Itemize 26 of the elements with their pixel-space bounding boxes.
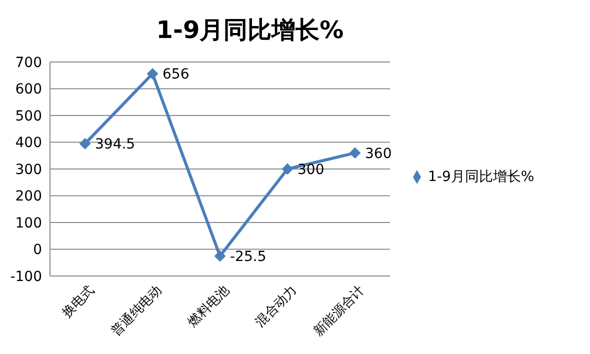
data-label: 300 bbox=[298, 162, 324, 178]
y-tick-label: -100 bbox=[10, 268, 42, 285]
y-tick-label: 300 bbox=[15, 162, 42, 178]
point bbox=[80, 138, 90, 150]
legend-label: 1-9月同比增长% bbox=[428, 169, 534, 185]
point bbox=[350, 147, 360, 158]
x-tick-label: 燃料电池 bbox=[185, 282, 233, 330]
x-tick-label: 换电式 bbox=[60, 282, 98, 321]
chart-title: 1-9月同比增长% bbox=[155, 15, 345, 46]
y-tick-label: 400 bbox=[15, 135, 42, 152]
data-label: 394.5 bbox=[95, 136, 136, 153]
data-label: 656 bbox=[162, 66, 190, 83]
y-tick-label: 600 bbox=[15, 82, 42, 98]
point bbox=[282, 164, 293, 174]
x-tick-label: 普通纯电动 bbox=[108, 282, 166, 340]
data-label: -25.5 bbox=[230, 249, 266, 266]
y-tick-label: 700 bbox=[15, 54, 42, 71]
x-tick-label: 新能源合计 bbox=[311, 282, 368, 340]
point bbox=[147, 68, 158, 80]
y-tick-label: 100 bbox=[15, 215, 42, 232]
x-tick-label: 混合动力 bbox=[252, 282, 300, 330]
y-tick-label: 500 bbox=[15, 108, 42, 124]
point bbox=[214, 250, 226, 262]
data-label: 360 bbox=[365, 146, 392, 162]
y-tick-label: 200 bbox=[15, 188, 42, 205]
y-tick-label: 0 bbox=[33, 242, 42, 258]
